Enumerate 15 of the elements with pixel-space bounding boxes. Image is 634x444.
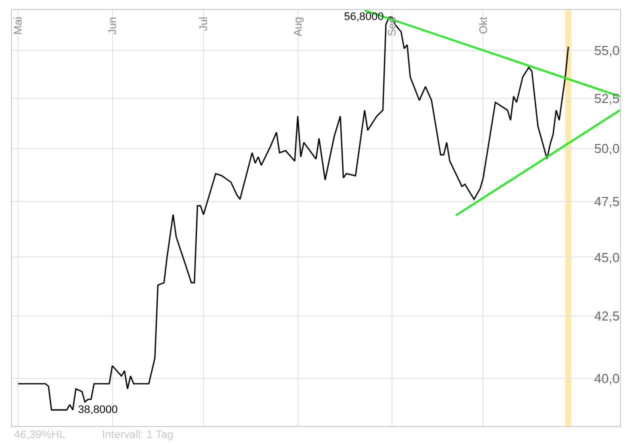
x-tick-label: Jul xyxy=(198,16,210,31)
y-tick-label: 55,0 xyxy=(594,42,620,58)
x-tick-label: Aug xyxy=(292,16,304,36)
y-tick-label: 47,5 xyxy=(594,194,620,210)
y-tick-label: 52,5 xyxy=(594,90,620,106)
annotation: 56,8000 xyxy=(344,11,384,23)
x-tick-label: Okt xyxy=(478,16,490,34)
y-tick-label: 45,0 xyxy=(594,250,620,265)
annotation: 38,8000 xyxy=(78,404,118,416)
y-tick-label: 50,0 xyxy=(594,141,620,156)
x-tick-label: Mai xyxy=(12,16,25,35)
y-tick-label: 40,0 xyxy=(594,371,620,386)
x-tick-label: Jun xyxy=(106,16,119,35)
y-tick-label: 42,5 xyxy=(594,308,620,324)
x-tick-label: Sep xyxy=(386,16,399,36)
